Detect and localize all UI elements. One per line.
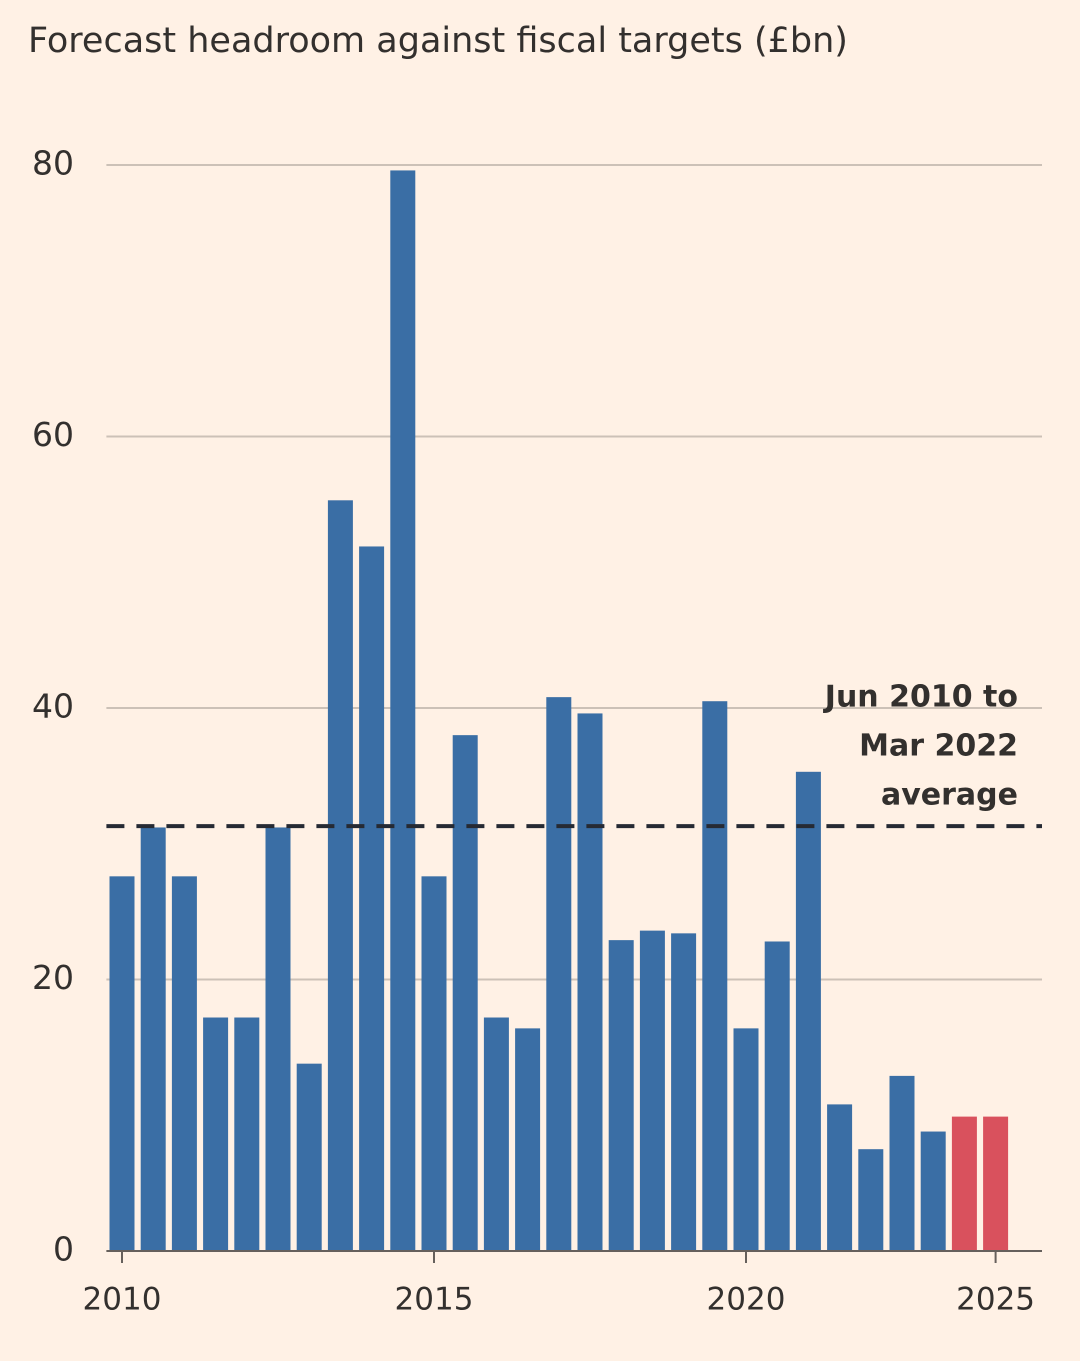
y-tick-label: 60 <box>32 415 74 454</box>
bar <box>764 941 790 1251</box>
bar <box>327 500 353 1251</box>
bar <box>920 1131 946 1251</box>
annotation: Jun 2010 to <box>823 680 1018 715</box>
y-tick-label: 40 <box>32 687 74 726</box>
y-tick-label: 0 <box>53 1230 74 1269</box>
x-tick-label: 2020 <box>707 1282 786 1318</box>
y-tick-label: 20 <box>32 958 74 997</box>
x-tick-label: 2025 <box>956 1282 1035 1318</box>
bar <box>390 170 416 1252</box>
bar <box>203 1017 229 1251</box>
bar <box>171 876 197 1251</box>
bar <box>795 771 821 1251</box>
annotation: average <box>881 778 1018 813</box>
bar <box>296 1063 322 1251</box>
bar <box>733 1028 759 1251</box>
bar <box>265 827 291 1251</box>
x-tick-label: 2010 <box>83 1282 162 1318</box>
bar <box>827 1104 853 1251</box>
bar <box>702 701 728 1251</box>
bar <box>577 713 603 1251</box>
annotation: Mar 2022 <box>859 729 1018 764</box>
bar <box>452 735 478 1251</box>
bar <box>858 1149 884 1251</box>
chart-title: Forecast headroom against fiscal targets… <box>28 21 848 61</box>
bar <box>109 876 135 1251</box>
bar <box>140 827 166 1251</box>
bar <box>421 876 447 1251</box>
x-tick-label: 2015 <box>395 1282 474 1318</box>
bar <box>889 1075 915 1251</box>
bar <box>608 940 634 1251</box>
bar <box>234 1017 260 1251</box>
bar <box>546 697 572 1251</box>
bar <box>671 933 697 1251</box>
bar <box>359 546 385 1251</box>
bar <box>951 1116 977 1251</box>
bar <box>483 1017 509 1251</box>
y-tick-label: 80 <box>32 144 74 183</box>
bar <box>515 1028 541 1251</box>
bar <box>983 1116 1009 1251</box>
bar <box>639 930 665 1251</box>
